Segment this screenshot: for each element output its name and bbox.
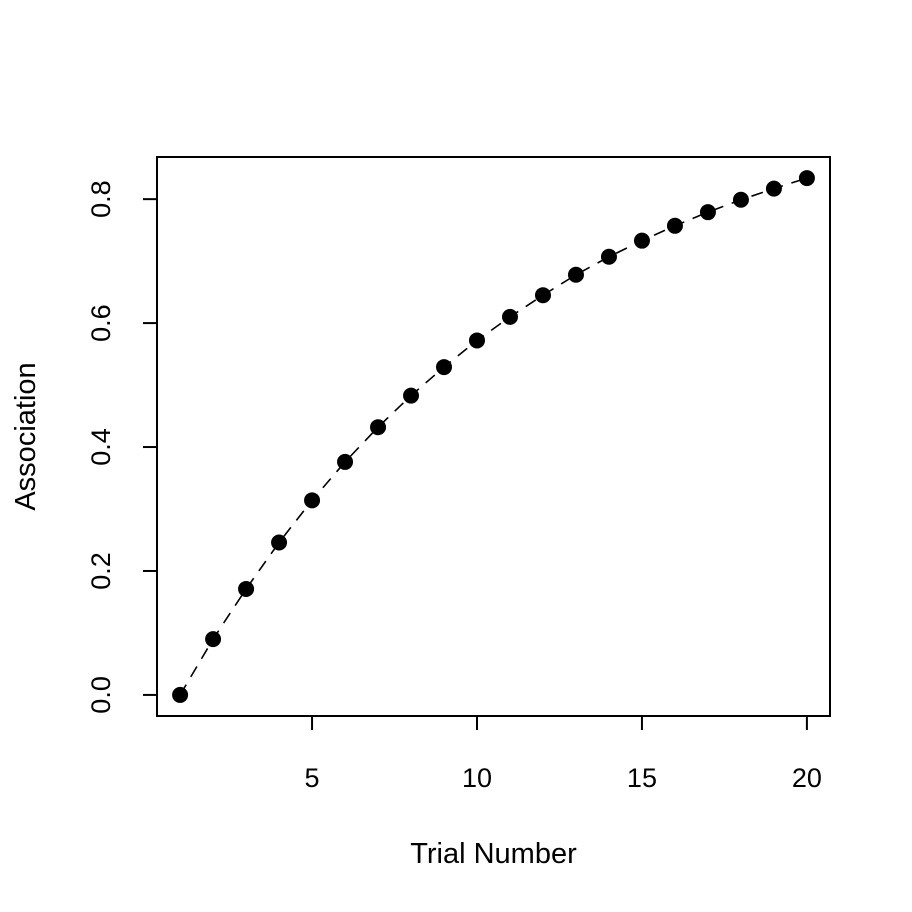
x-tick-label: 20 — [792, 763, 822, 793]
x-tick-label: 10 — [462, 763, 492, 793]
data-point — [205, 631, 222, 648]
x-tick-label: 5 — [305, 763, 320, 793]
data-point — [403, 387, 420, 404]
data-point — [469, 332, 485, 349]
y-axis-title: Association — [10, 362, 42, 510]
data-point — [732, 191, 749, 208]
data-point — [436, 359, 453, 376]
y-tick-label: 0.6 — [86, 304, 116, 342]
data-point — [600, 248, 617, 265]
data-point — [765, 180, 782, 197]
data-point — [666, 217, 683, 234]
x-axis-title: Trial Number — [410, 838, 577, 870]
data-points-layer — [172, 170, 815, 703]
y-tick-label: 0.2 — [86, 552, 116, 590]
data-point — [633, 232, 650, 249]
y-tick-label: 0.4 — [86, 428, 116, 466]
data-point — [699, 204, 716, 221]
data-point — [567, 266, 584, 283]
data-point — [534, 287, 551, 304]
y-tick-label: 0.8 — [86, 180, 116, 218]
y-axis: 0.0 0.2 0.4 0.6 0.8 — [86, 180, 158, 714]
data-point — [271, 534, 288, 551]
data-point — [304, 492, 321, 509]
data-point — [798, 170, 815, 187]
y-tick-label: 0.0 — [86, 676, 116, 714]
data-point — [370, 419, 387, 436]
x-tick-label: 15 — [627, 763, 657, 793]
data-point — [337, 453, 354, 470]
data-point — [172, 686, 189, 703]
data-point — [238, 580, 255, 597]
data-point — [502, 308, 518, 325]
x-axis: 5 10 15 20 — [305, 715, 822, 793]
